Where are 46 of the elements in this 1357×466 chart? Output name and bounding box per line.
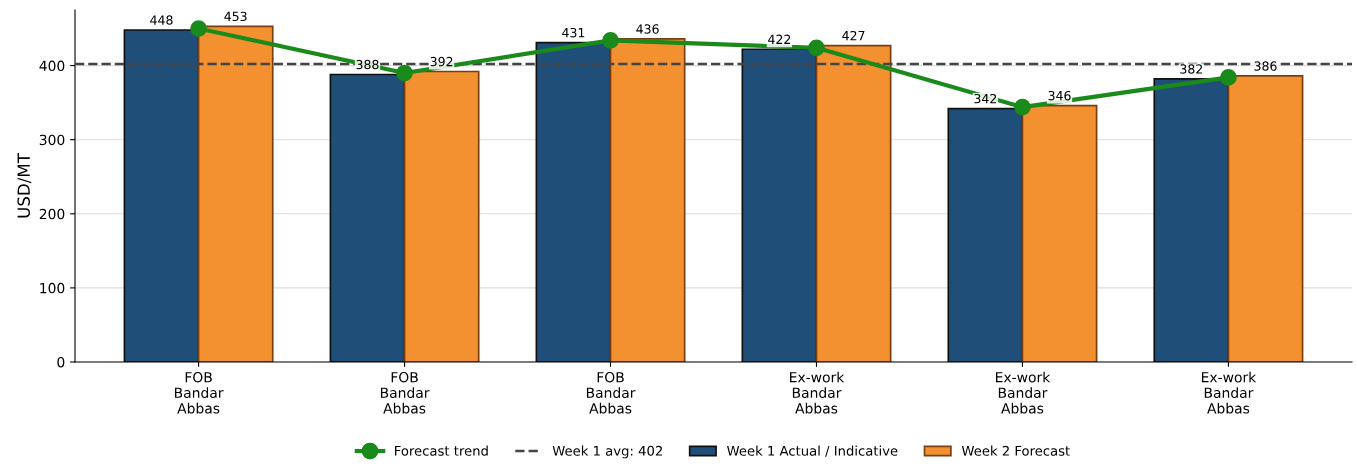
legend-label: Forecast trend <box>395 445 488 456</box>
bar <box>535 41 612 362</box>
y-tick-label: 400 <box>39 60 65 72</box>
y-tick-label: 0 <box>57 356 65 368</box>
bar <box>609 38 686 362</box>
point <box>808 39 825 57</box>
point <box>1014 98 1031 116</box>
data-label: 427 <box>842 30 865 41</box>
bar <box>815 44 892 362</box>
data-label: 453 <box>224 11 247 22</box>
bar <box>741 48 818 362</box>
data-label: 422 <box>768 34 791 44</box>
legend-label: Week 2 Forecast <box>961 445 1070 456</box>
data-label: 386 <box>1254 61 1277 71</box>
legend-label: Week 1 Actual / Indicative <box>727 445 898 457</box>
bar <box>197 25 274 362</box>
y-tick-label: 300 <box>39 134 65 146</box>
data-label: 431 <box>562 27 585 38</box>
data-label: 346 <box>1048 90 1071 101</box>
bar <box>403 70 480 362</box>
x-tick-label: FOB Bandar Abbas <box>586 371 636 414</box>
bar <box>123 29 200 362</box>
point <box>602 32 619 49</box>
x-tick-label: Ex-work Bandar Abbas <box>790 371 845 414</box>
data-label: 448 <box>150 15 173 25</box>
bar <box>1153 78 1230 362</box>
x-tick-label: FOB Bandar Abbas <box>380 371 430 414</box>
point <box>190 20 207 37</box>
y-axis-title: USD/MT <box>17 153 32 218</box>
y-tick-label: 200 <box>39 208 65 220</box>
data-label: 382 <box>1180 64 1203 74</box>
legend-label: Week 1 avg: 402 <box>552 445 662 459</box>
bar <box>1021 104 1098 362</box>
point <box>1220 69 1237 86</box>
bar <box>329 73 406 362</box>
data-label: 392 <box>430 56 453 67</box>
bar <box>1227 75 1304 362</box>
y-tick-label: 100 <box>40 282 65 294</box>
x-tick-label: Ex-work Bandar Abbas <box>1201 371 1257 414</box>
data-label: 388 <box>356 59 379 70</box>
data-label: 342 <box>974 93 997 104</box>
x-tick-label: FOB Bandar Abbas <box>175 371 224 414</box>
bar <box>947 107 1024 362</box>
x-tick-label: Ex-work Bandar Abbas <box>996 371 1051 414</box>
point <box>396 64 413 82</box>
data-label: 436 <box>636 24 659 34</box>
